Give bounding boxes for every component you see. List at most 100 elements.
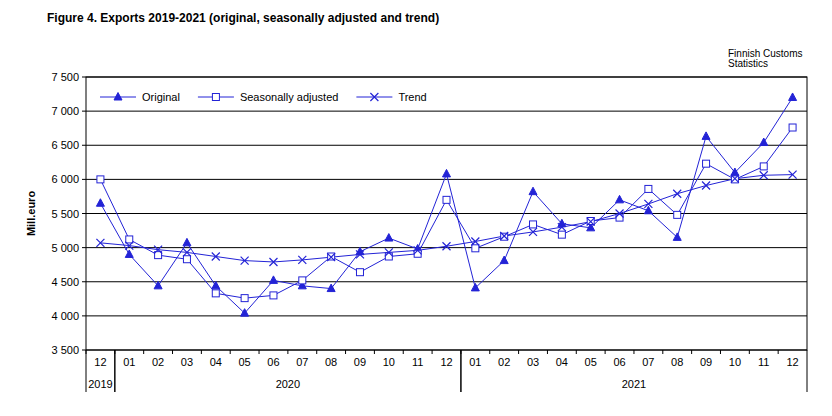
data-point <box>212 290 219 297</box>
legend-marker <box>212 94 219 101</box>
data-point <box>241 309 249 317</box>
series-line <box>100 128 792 299</box>
y-tick <box>82 77 86 78</box>
data-point <box>702 132 710 140</box>
data-point <box>673 233 681 241</box>
data-point <box>212 281 220 289</box>
data-point <box>558 219 566 227</box>
x-tick-label: 03 <box>181 356 193 368</box>
group-separator <box>460 350 461 392</box>
data-point <box>674 211 681 218</box>
data-point <box>673 190 681 198</box>
data-point <box>529 187 537 195</box>
y-tick <box>82 247 86 248</box>
x-tick <box>547 350 548 354</box>
data-point <box>212 252 220 260</box>
x-tick-label: 07 <box>642 356 654 368</box>
series-line <box>100 97 792 313</box>
grid-line <box>86 77 807 78</box>
y-tick-label: 7 500 <box>51 71 79 83</box>
y-tick-label: 6 000 <box>51 173 79 185</box>
data-point <box>241 257 249 265</box>
title: Figure 4. Exports 2019-2021 (original, s… <box>47 11 439 25</box>
y-tick-label: 5 500 <box>51 208 79 220</box>
data-point <box>183 248 191 256</box>
x-tick-label: 02 <box>152 356 164 368</box>
legend: OriginalSeasonally adjustedTrend <box>100 91 427 103</box>
grid-line <box>86 179 807 180</box>
x-group-label: 2020 <box>276 378 300 390</box>
data-point <box>500 232 508 240</box>
data-point <box>789 93 797 101</box>
x-group-label: 2021 <box>622 378 646 390</box>
y-tick <box>82 315 86 316</box>
x-tick-label: 07 <box>296 356 308 368</box>
y-tick <box>82 179 86 180</box>
x-tick <box>143 350 144 354</box>
data-point <box>471 237 479 245</box>
data-point <box>183 256 190 263</box>
x-tick-label: 12 <box>440 356 452 368</box>
grid-line <box>86 281 807 282</box>
x-tick <box>201 350 202 354</box>
y-tick-label: 4 500 <box>51 276 79 288</box>
source: Statistics <box>728 58 768 69</box>
x-tick <box>691 350 692 354</box>
grid-line <box>86 247 807 248</box>
data-point <box>414 250 421 257</box>
x-tick <box>287 350 288 354</box>
data-point <box>443 196 450 203</box>
data-point <box>443 242 451 250</box>
x-tick-label: 12 <box>94 356 106 368</box>
legend-label: Seasonally adjusted <box>240 91 338 103</box>
data-point <box>96 199 104 207</box>
data-point <box>789 124 796 131</box>
grid-line <box>86 213 807 214</box>
legend-marker <box>114 93 122 101</box>
x-tick <box>778 350 779 354</box>
x-tick-label: 06 <box>267 356 279 368</box>
plot-area <box>96 93 796 316</box>
chart: Figure 4. Exports 2019-2021 (original, s… <box>0 0 832 416</box>
data-point <box>645 185 652 192</box>
x-tick-label: 09 <box>700 356 712 368</box>
data-point <box>385 234 393 242</box>
data-point <box>327 253 335 261</box>
legend-marker <box>370 93 378 101</box>
x-tick <box>172 350 173 354</box>
x-tick-label: 10 <box>383 356 395 368</box>
x-tick <box>345 350 346 354</box>
group-separator <box>460 350 461 392</box>
x-tick-label: 09 <box>354 356 366 368</box>
data-point <box>471 283 479 291</box>
x-tick <box>749 350 750 354</box>
x-tick-label: 02 <box>498 356 510 368</box>
y-tick-label: 3 500 <box>51 344 79 356</box>
legend-label: Trend <box>398 91 426 103</box>
data-point <box>96 239 104 247</box>
data-point <box>97 176 104 183</box>
x-tick-label: 12 <box>786 356 798 368</box>
y-tick <box>82 281 86 282</box>
data-point <box>443 169 451 177</box>
data-point <box>270 292 277 299</box>
data-point <box>241 295 248 302</box>
data-point <box>126 236 133 243</box>
y-tick <box>82 111 86 112</box>
x-tick <box>374 350 375 354</box>
data-point <box>760 171 768 179</box>
data-point <box>616 210 624 218</box>
data-point <box>125 242 133 250</box>
x-tick-label: 08 <box>671 356 683 368</box>
x-tick-label: 11 <box>412 356 423 368</box>
y-tick-label: 5 000 <box>51 242 79 254</box>
data-point <box>385 248 393 256</box>
x-tick <box>489 350 490 354</box>
y-tick <box>82 350 86 351</box>
x-tick <box>259 350 260 354</box>
x-tick-label: 05 <box>238 356 250 368</box>
x-tick <box>605 350 606 354</box>
x-tick <box>518 350 519 354</box>
y-tick-label: 6 500 <box>51 139 79 151</box>
x-tick-label: 05 <box>585 356 597 368</box>
